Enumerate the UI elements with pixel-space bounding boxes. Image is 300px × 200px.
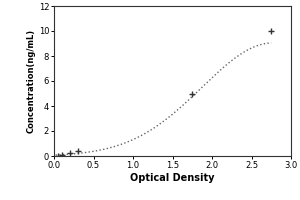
Y-axis label: Concentration(ng/mL): Concentration(ng/mL) [27, 29, 36, 133]
X-axis label: Optical Density: Optical Density [130, 173, 215, 183]
